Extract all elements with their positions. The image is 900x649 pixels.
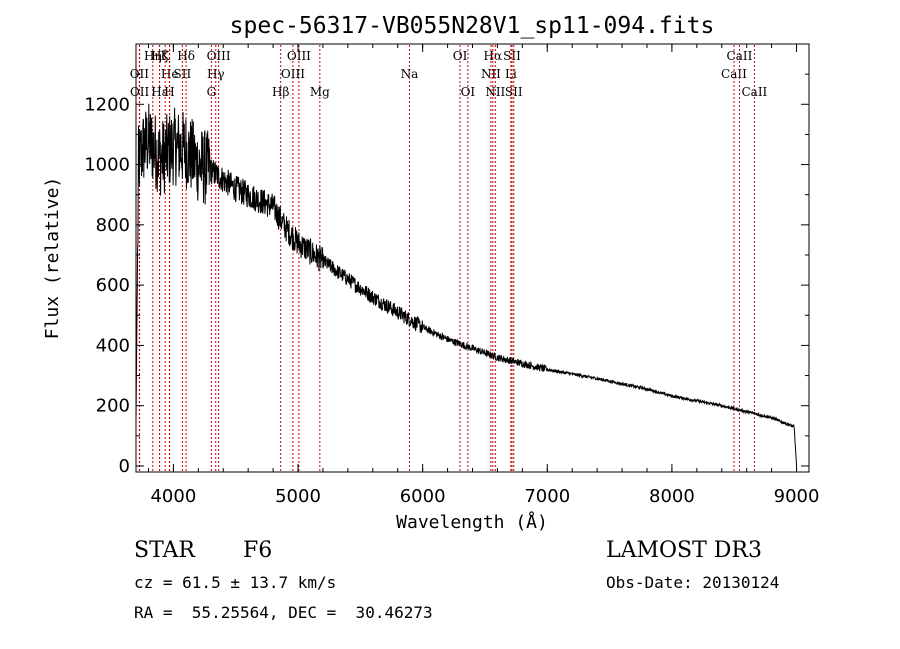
x-tick-label: 7000 bbox=[524, 486, 570, 507]
spectrum-path bbox=[135, 103, 797, 465]
x-tick-label: 9000 bbox=[774, 486, 820, 507]
spectral-line-label: CaII bbox=[727, 49, 753, 63]
x-tick-label: 8000 bbox=[649, 486, 695, 507]
observation-date: Obs-Date: 20130124 bbox=[606, 573, 780, 592]
spectral-line-label: NII bbox=[485, 85, 505, 99]
spectral-line-label: Li bbox=[505, 67, 517, 81]
spectral-line-label: Hε bbox=[151, 85, 168, 99]
spectral-line-label: Hγ bbox=[207, 67, 225, 81]
spectral-line-label: Hβ bbox=[272, 85, 289, 99]
y-tick-label: 800 bbox=[96, 215, 130, 236]
x-tick-label: 4000 bbox=[150, 486, 196, 507]
spectral-line-label: K bbox=[161, 49, 171, 63]
spectral-line-label: CaII bbox=[721, 67, 747, 81]
survey-name: LAMOST DR3 bbox=[606, 538, 762, 563]
spectrum-trace bbox=[135, 103, 797, 465]
spectral-line-label: SII bbox=[505, 85, 523, 99]
spectral-line-label: Hδ bbox=[177, 49, 195, 63]
y-tick-label: 200 bbox=[96, 396, 130, 417]
spectral-line-label: OII bbox=[130, 85, 150, 99]
spectral-line-label: Hα bbox=[484, 49, 503, 63]
spectral-line-label: OI bbox=[453, 49, 468, 63]
x-tick-label: 5000 bbox=[275, 486, 321, 507]
spectral-line-label: Na bbox=[401, 67, 419, 81]
spectral-line-label: Mg bbox=[310, 85, 330, 99]
redshift-cz: cz = 61.5 ± 13.7 km/s bbox=[134, 573, 337, 592]
spectral-line-label: H bbox=[164, 85, 174, 99]
spectral-line-label: G bbox=[207, 85, 217, 99]
plot-frame bbox=[135, 43, 810, 473]
object-class: STAR bbox=[134, 538, 195, 563]
y-tick-label: 400 bbox=[96, 335, 130, 356]
spectral-line-label: SII bbox=[174, 67, 192, 81]
spectral-line-label: Hη bbox=[144, 49, 162, 63]
chart-title: spec-56317-VB055N28V1_sp11-094.fits bbox=[230, 13, 715, 39]
y-tick-label: 600 bbox=[96, 275, 130, 296]
y-tick-label: 1000 bbox=[84, 155, 130, 176]
object-subclass: F6 bbox=[243, 538, 273, 563]
spectral-line-label: Hζ bbox=[151, 49, 168, 63]
x-tick-label: 6000 bbox=[400, 486, 446, 507]
spectral-line-label: OIII bbox=[207, 49, 231, 63]
spectral-line-label: OI bbox=[461, 85, 476, 99]
spectral-line-label: NII bbox=[481, 67, 501, 81]
y-tick-label: 1200 bbox=[84, 94, 130, 115]
x-axis-label: Wavelength (Å) bbox=[396, 511, 548, 533]
y-tick-label: 0 bbox=[119, 456, 130, 477]
axis-ticks: 4000 5000 6000 7000 8000 9000 0 200 400 600 800 100… bbox=[84, 44, 819, 507]
spectral-line-label: OIII bbox=[281, 67, 305, 81]
y-axis-label: Flux (relative) bbox=[42, 177, 63, 340]
spectral-line-label: SII bbox=[503, 49, 521, 63]
coordinates: RA = 55.25564, DEC = 30.46273 bbox=[134, 603, 433, 622]
spectral-line-label: OIII bbox=[287, 49, 311, 63]
spectral-line-label: CaII bbox=[741, 85, 767, 99]
